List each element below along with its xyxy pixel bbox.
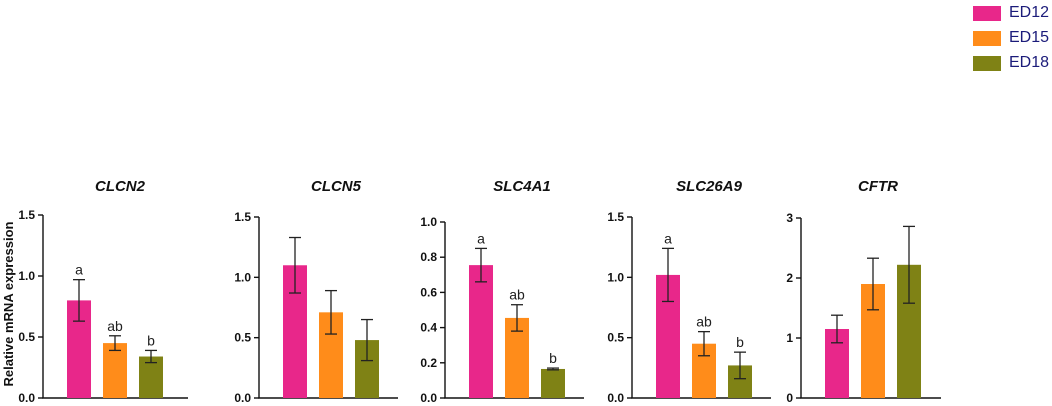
legend-swatch-ed15 <box>973 31 1001 46</box>
chart-panel-slc4a1: SLC4A1 0.0 0.2 0.4 0.6 0.8 1.0 a ab b <box>420 178 584 405</box>
y-tick-label: 0.5 <box>18 330 35 344</box>
chart-title: SLC4A1 <box>493 178 551 195</box>
y-tick-label: 1.0 <box>234 270 251 284</box>
y-tick-label: 0.5 <box>234 331 251 345</box>
chart-panel-clcn5: CLCN5 0.0 0.5 1.0 1.5 <box>234 178 398 405</box>
chart-panel-cftr: CFTR 0 1 2 3 <box>786 178 941 405</box>
y-tick-label: 0.8 <box>420 250 437 264</box>
y-tick-label: 0.2 <box>420 356 437 370</box>
y-tick-label: 0.0 <box>234 391 251 405</box>
legend-label-ed15: ED15 <box>1009 29 1050 46</box>
significance-letter: a <box>75 262 83 278</box>
chart-title: CFTR <box>858 178 898 195</box>
bar-ed15 <box>103 343 127 398</box>
bar-ed18 <box>139 356 163 398</box>
y-tick-label: 1.0 <box>18 269 35 283</box>
y-tick-label: 0.4 <box>420 321 437 335</box>
chart-title: CLCN2 <box>95 178 146 195</box>
bar-ed18 <box>541 368 565 398</box>
y-tick-label: 0 <box>786 391 793 405</box>
legend: ED12 ED15 ED18 <box>973 0 1052 110</box>
bar-ed12 <box>469 265 493 398</box>
y-tick-label: 0.6 <box>420 285 437 299</box>
significance-letter: a <box>477 230 485 246</box>
legend-swatch-ed12 <box>973 6 1001 21</box>
y-tick-label: 3 <box>786 211 793 225</box>
significance-letter: b <box>736 334 744 350</box>
y-tick-label: 0.0 <box>607 391 624 405</box>
y-tick-label: 1.5 <box>18 208 35 222</box>
y-tick-label: 2 <box>786 271 793 285</box>
significance-letter: b <box>147 332 155 348</box>
y-tick-label: 0.0 <box>420 391 437 405</box>
y-tick-label: 1.0 <box>607 270 624 284</box>
chart-title: SLC26A9 <box>676 178 743 195</box>
significance-letter: ab <box>696 314 712 330</box>
significance-letter: b <box>549 350 557 366</box>
y-tick-label: 0.0 <box>18 391 35 405</box>
chart-panel-slc26a9: SLC26A9 0.0 0.5 1.0 1.5 a ab b <box>607 178 771 405</box>
y-tick-label: 1 <box>786 331 793 345</box>
y-tick-label: 1.0 <box>420 215 437 229</box>
y-tick-label: 1.5 <box>234 210 251 224</box>
chart-panel-clcn2: CLCN2 0.0 0.5 1.0 1.5 a ab b <box>18 178 188 405</box>
y-tick-label: 0.5 <box>607 331 624 345</box>
legend-label-ed12: ED12 <box>1009 4 1050 21</box>
significance-letter: a <box>664 230 672 246</box>
legend-swatch-ed18 <box>973 56 1001 71</box>
significance-letter: ab <box>107 318 123 334</box>
y-tick-label: 1.5 <box>607 210 624 224</box>
y-axis-label: Relative mRNA expression <box>1 221 16 386</box>
chart-title: CLCN5 <box>311 178 362 195</box>
legend-label-ed18: ED18 <box>1009 54 1050 71</box>
significance-letter: ab <box>509 287 525 303</box>
